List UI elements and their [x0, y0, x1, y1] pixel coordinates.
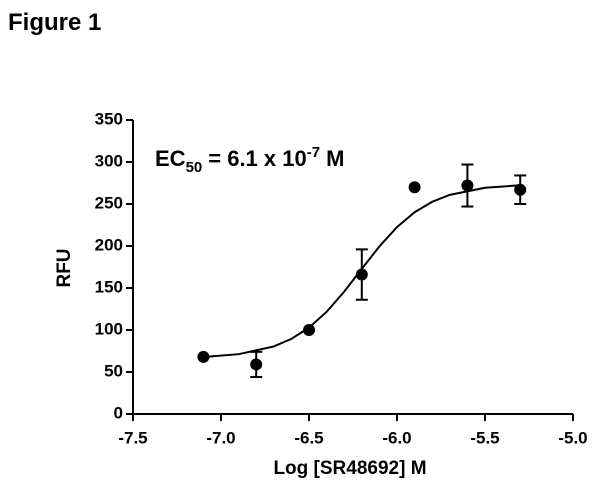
x-tick-label: -5.5: [470, 428, 499, 447]
annotation-text: = 6.1 x 10: [208, 146, 306, 171]
annotation-text: EC: [155, 146, 186, 171]
data-point: [197, 350, 210, 363]
y-tick-label: 200: [95, 235, 123, 254]
annotation-superscript: -7: [307, 144, 320, 161]
data-point: [250, 358, 263, 371]
data-point: [514, 183, 527, 196]
y-tick-label: 250: [95, 193, 123, 212]
data-point: [461, 179, 474, 192]
x-tick-label: -7.0: [206, 428, 235, 447]
x-axis-label: Log [SR48692] M: [273, 458, 426, 479]
y-tick-label: 50: [104, 361, 123, 380]
data-point: [303, 324, 315, 336]
data-point: [408, 181, 421, 194]
y-tick-label: 100: [95, 319, 123, 338]
figure-label: Figure 1: [8, 9, 101, 36]
x-tick-label: -5.0: [558, 428, 587, 447]
y-tick-label: 150: [95, 277, 123, 296]
y-tick-label: 300: [95, 151, 123, 170]
annotation-text: M: [326, 146, 344, 171]
x-tick-label: -7.5: [118, 428, 147, 447]
y-tick-label: 0: [114, 403, 123, 422]
data-point: [355, 268, 368, 281]
annotation-subscript: 50: [186, 159, 203, 176]
annotation: EC50 = 6.1 x 10-7 M: [155, 144, 344, 176]
y-axis-label: RFU: [54, 248, 75, 287]
x-tick-label: -6.5: [294, 428, 323, 447]
x-tick-label: -6.0: [382, 428, 411, 447]
y-tick-label: 350: [95, 109, 123, 128]
